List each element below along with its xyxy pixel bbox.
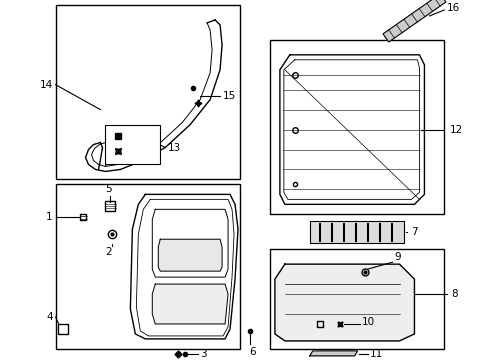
Text: 1: 1 [46,212,52,222]
Text: 7: 7 [412,227,418,237]
Text: 16: 16 [446,3,460,13]
Bar [270,40,444,214]
Bar [310,221,404,243]
Text: 12: 12 [449,125,463,135]
Text: 15: 15 [223,91,236,101]
Polygon shape [275,264,415,341]
Text: 2: 2 [105,247,112,257]
Bar [55,184,240,349]
Text: 6: 6 [250,347,256,357]
Polygon shape [383,0,446,42]
Polygon shape [310,351,358,356]
Text: 4: 4 [46,312,52,322]
Bar [270,249,444,349]
Text: 8: 8 [451,289,458,299]
Bar [105,125,160,165]
Text: 3: 3 [200,349,207,359]
Bar [55,5,240,179]
Text: 9: 9 [394,252,401,262]
Polygon shape [152,284,228,324]
Text: 13: 13 [168,143,181,153]
Polygon shape [158,239,222,271]
Text: 10: 10 [362,317,375,327]
Text: 11: 11 [369,349,383,359]
Text: 14: 14 [39,80,52,90]
Text: 5: 5 [105,184,112,194]
